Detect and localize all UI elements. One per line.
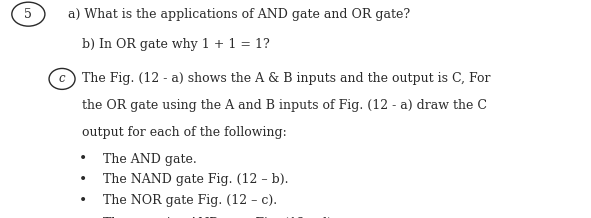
Text: The NAND gate Fig. (12 – b).: The NAND gate Fig. (12 – b). [103,173,289,186]
Text: •: • [79,216,87,218]
Text: c: c [59,72,66,85]
Text: •: • [79,194,87,208]
Text: •: • [79,152,87,166]
Text: The NOR gate Fig. (12 – c).: The NOR gate Fig. (12 – c). [103,194,278,207]
Text: •: • [79,173,87,187]
Text: the OR gate using the A and B inputs of Fig. (12 - a) draw the C: the OR gate using the A and B inputs of … [82,99,486,112]
Text: b) In OR gate why 1 + 1 = 1?: b) In OR gate why 1 + 1 = 1? [82,38,269,51]
Text: a) What is the applications of AND gate and OR gate?: a) What is the applications of AND gate … [68,8,410,21]
Text: The Fig. (12 - a) shows the A & B inputs and the output is C, For: The Fig. (12 - a) shows the A & B inputs… [82,72,490,85]
Text: The AND gate.: The AND gate. [103,153,197,166]
Text: output for each of the following:: output for each of the following: [82,126,286,139]
Text: The negative AND gate Fig. (12 – d).: The negative AND gate Fig. (12 – d). [103,217,336,218]
Text: 5: 5 [24,8,33,21]
